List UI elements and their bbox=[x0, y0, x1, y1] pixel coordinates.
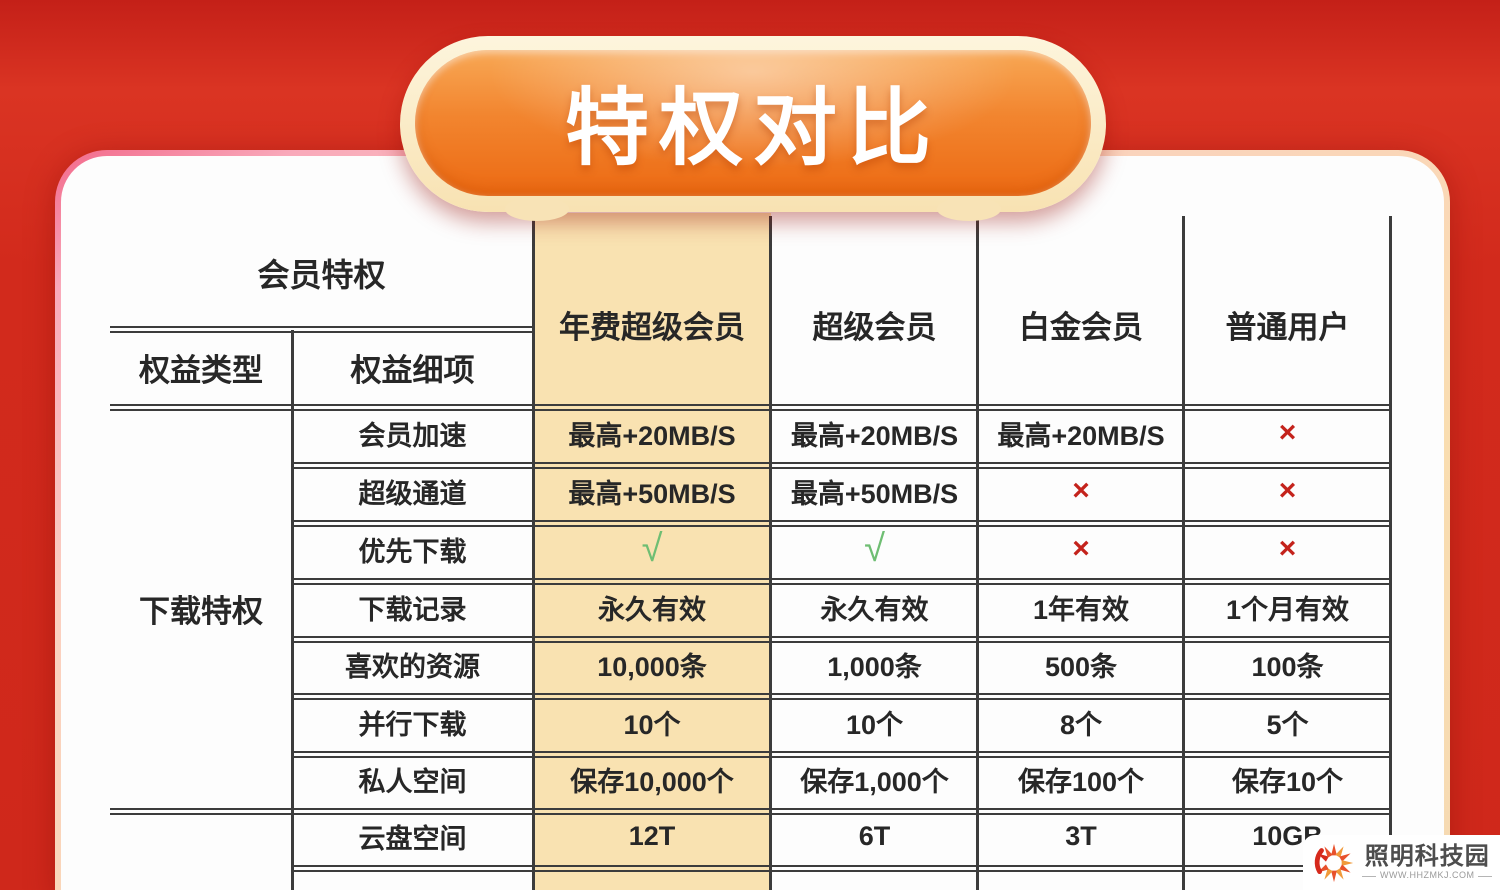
table-grid-line bbox=[1389, 216, 1392, 890]
banner-ribbon-notch bbox=[937, 197, 1001, 221]
cell-value: 1年有效 bbox=[1032, 594, 1130, 625]
cell-value: 保存10,000个 bbox=[570, 767, 734, 797]
cell-value: 6T bbox=[858, 821, 891, 851]
plan-header-annual-super: 年费超级会员 bbox=[559, 309, 745, 345]
row-label: 会员加速 bbox=[358, 420, 467, 451]
cell-value: 1个月有效 bbox=[1225, 594, 1350, 625]
cell-value: 永久有效 bbox=[598, 594, 706, 625]
cell-value: 3T bbox=[1065, 821, 1097, 851]
cell-value: 1,000条 bbox=[827, 652, 922, 682]
cell-value: 8个 bbox=[1059, 709, 1103, 740]
table-grid-line bbox=[532, 216, 535, 890]
cell-value: 500条 bbox=[1044, 652, 1118, 682]
table-grid-line bbox=[291, 462, 1392, 469]
table-grid-line bbox=[110, 808, 1392, 815]
banner-ribbon-notch bbox=[505, 197, 569, 221]
table-grid-line bbox=[110, 326, 533, 333]
x-mark: × bbox=[1072, 474, 1090, 507]
category-label-download: 下载特权 bbox=[139, 593, 263, 629]
row-label: 喜欢的资源 bbox=[345, 652, 480, 682]
watermark-site: WWW.HHZMKJ.COM bbox=[1362, 870, 1492, 880]
table-grid-line bbox=[291, 330, 294, 890]
row-label: 优先下载 bbox=[358, 536, 467, 567]
table-grid-line bbox=[976, 216, 979, 890]
cell-value: 永久有效 bbox=[820, 594, 929, 625]
table-grid-line bbox=[769, 216, 772, 890]
privilege-banner-pill: 特权对比 bbox=[415, 50, 1091, 196]
table-grid-line bbox=[291, 578, 1392, 585]
row-label: 私人空间 bbox=[358, 767, 467, 797]
cell-value: 100条 bbox=[1251, 652, 1324, 682]
starburst-logo-icon bbox=[1314, 843, 1354, 882]
row-label: 云盘空间 bbox=[358, 824, 467, 854]
cell-value: 最高+20MB/S bbox=[790, 420, 959, 451]
cell-value: 保存10个 bbox=[1231, 767, 1344, 797]
highlight-column-annual bbox=[533, 213, 771, 890]
x-mark: × bbox=[1072, 532, 1090, 565]
cell-value: 5个 bbox=[1266, 709, 1309, 740]
cell-value: 12T bbox=[628, 821, 676, 851]
table-grid-line bbox=[110, 404, 1392, 411]
check-mark: √ bbox=[864, 527, 885, 570]
plan-header-regular: 普通用户 bbox=[1225, 309, 1350, 345]
row-label: 超级通道 bbox=[358, 478, 467, 509]
cell-value: 保存1,000个 bbox=[800, 767, 949, 797]
privilege-banner: 特权对比 bbox=[400, 36, 1106, 221]
cell-value: 最高+50MB/S bbox=[568, 478, 736, 509]
x-mark: × bbox=[1278, 532, 1297, 565]
row-label: 并行下载 bbox=[358, 709, 467, 740]
row-label: 下载记录 bbox=[358, 594, 467, 625]
cell-value: 10,000条 bbox=[597, 652, 707, 682]
watermark-name: 照明科技园 bbox=[1364, 843, 1490, 871]
table-grid-line bbox=[1182, 216, 1185, 890]
corner-header: 会员特权 bbox=[257, 256, 386, 293]
cell-value: 最高+50MB/S bbox=[790, 478, 959, 509]
subheader-benefit-detail: 权益细项 bbox=[350, 352, 475, 388]
cell-value: 保存100个 bbox=[1017, 767, 1145, 797]
table-grid-line bbox=[291, 865, 1392, 872]
check-mark: √ bbox=[641, 527, 663, 570]
x-mark: × bbox=[1278, 416, 1297, 449]
subheader-benefit-type: 权益类型 bbox=[139, 352, 263, 388]
watermark-badge: 照明科技园 WWW.HHZMKJ.COM bbox=[1303, 835, 1500, 890]
cell-value: 10个 bbox=[845, 709, 904, 740]
cell-value: 最高+20MB/S bbox=[997, 420, 1165, 451]
x-mark: × bbox=[1278, 474, 1297, 507]
plan-header-super: 超级会员 bbox=[812, 309, 937, 345]
table-grid-line bbox=[291, 751, 1392, 758]
table-grid-line bbox=[291, 520, 1392, 527]
table-grid-line bbox=[291, 693, 1392, 700]
banner-title: 特权对比 bbox=[564, 80, 941, 175]
cell-value: 10个 bbox=[623, 709, 681, 740]
table-grid-line bbox=[291, 636, 1392, 643]
plan-header-platinum: 白金会员 bbox=[1019, 309, 1143, 345]
cell-value: 最高+20MB/S bbox=[568, 420, 736, 451]
